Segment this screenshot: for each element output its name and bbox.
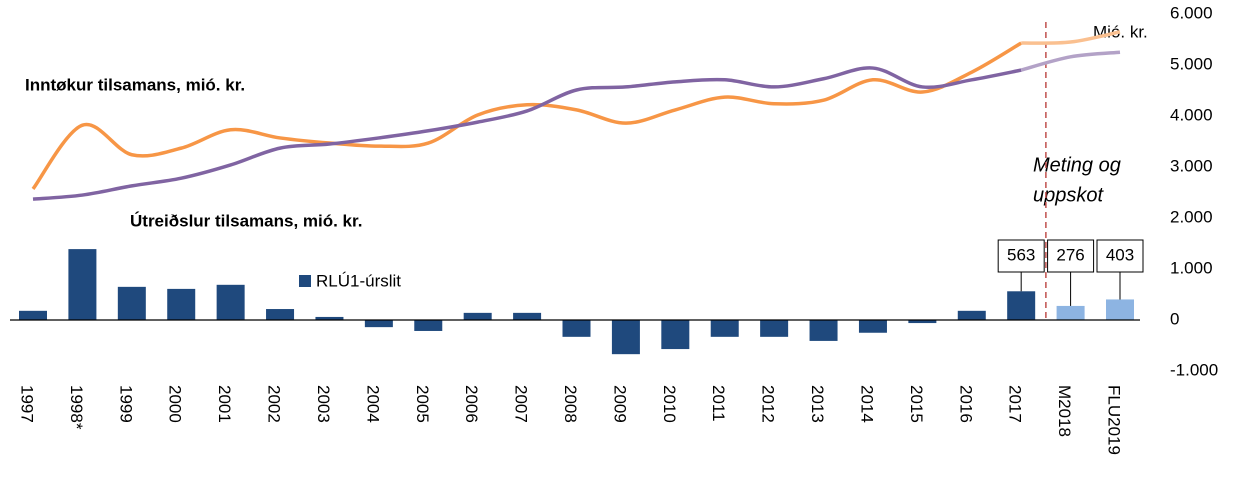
y-tick-label: 3.000 [1170, 156, 1213, 175]
label-box [997, 239, 1045, 273]
bar [858, 320, 887, 333]
x-tick-label: 2008 [561, 385, 580, 423]
y-tick-label: 4.000 [1170, 105, 1213, 124]
x-tick-label: 2009 [610, 385, 629, 423]
bar [167, 288, 196, 320]
bar [266, 309, 295, 320]
bar [1007, 291, 1036, 320]
x-tick-label: 2003 [314, 385, 333, 423]
x-tick-label: 2006 [462, 385, 481, 423]
x-tick-label: 2004 [363, 385, 382, 423]
x-tick-label: 1997 [18, 385, 37, 423]
annotation: Meting og [1033, 154, 1121, 176]
bar [513, 312, 542, 320]
bar [216, 284, 245, 320]
x-tick-label: FLU2019 [1105, 385, 1124, 455]
x-tick-label: 2010 [660, 385, 679, 423]
x-tick-label: 2007 [512, 385, 531, 423]
x-tick-label: 2005 [413, 385, 432, 423]
y-tick-label: 0 [1170, 309, 1179, 328]
bar [19, 310, 47, 320]
bar [562, 320, 591, 337]
legend-label: RLÚ1-úrslit [316, 271, 401, 290]
x-tick-label: 2016 [956, 385, 975, 423]
bar [661, 320, 690, 350]
bar [809, 320, 838, 341]
bar [68, 249, 97, 320]
bar [1056, 305, 1085, 320]
bar [315, 316, 344, 320]
x-tick-label: 2002 [265, 385, 284, 423]
bar [463, 312, 492, 320]
x-tick-label: 2013 [808, 385, 827, 423]
line [31, 41, 1023, 191]
line [32, 66, 1022, 201]
annotation: uppskot [1033, 184, 1104, 206]
bar [364, 320, 393, 328]
x-tick-label: 2015 [907, 385, 926, 423]
bar [414, 320, 443, 331]
x-tick-label: 2000 [166, 385, 185, 423]
y-tick-label: 5.000 [1170, 54, 1213, 73]
x-tick-label: 2017 [1006, 385, 1025, 423]
line [1021, 30, 1121, 45]
x-tick-label: 1998* [67, 385, 86, 430]
bar [710, 320, 739, 337]
x-tick-label: 2014 [857, 385, 876, 423]
bar [117, 286, 146, 320]
y-tick-label: 1.000 [1170, 258, 1213, 277]
data-label: 403 [1106, 245, 1134, 264]
data-label: 276 [1056, 245, 1084, 264]
series-label: Útreiðslur tilsamans, mió. kr. [130, 211, 362, 230]
unit-label: Mió. kr. [1093, 22, 1148, 41]
x-tick-label: 2001 [215, 385, 234, 423]
line [1020, 50, 1121, 72]
y-tick-label: 6.000 [1170, 3, 1213, 22]
label-box [1047, 239, 1095, 273]
bar [957, 310, 986, 320]
y-tick-label: -1.000 [1170, 360, 1218, 379]
x-tick-label: 2011 [709, 385, 728, 422]
x-tick-label: 2012 [759, 385, 778, 423]
label-box [1096, 239, 1144, 273]
bar [760, 320, 789, 337]
bar [1106, 299, 1134, 320]
data-label: 563 [1007, 245, 1035, 264]
bar [611, 320, 640, 355]
bar [908, 320, 937, 324]
y-tick-label: 2.000 [1170, 207, 1213, 226]
series-label: Inntøkur tilsamans, mió. kr. [25, 75, 245, 94]
legend-swatch [299, 275, 311, 287]
x-tick-label: 1999 [116, 385, 135, 423]
x-tick-label: M2018 [1055, 385, 1074, 437]
